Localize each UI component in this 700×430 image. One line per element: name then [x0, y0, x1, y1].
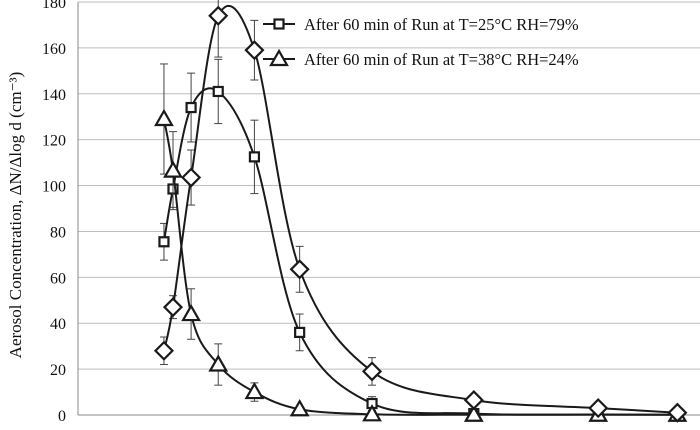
y-tick-label: 160 — [42, 41, 66, 58]
data-point — [208, 354, 229, 372]
data-point — [212, 85, 224, 98]
legend-label: After 60 min of Run at T=25°C RH=79% — [304, 15, 579, 34]
data-point — [362, 404, 382, 422]
data-point — [248, 151, 261, 163]
data-point — [181, 167, 202, 188]
y-tick-label: 40 — [50, 316, 66, 333]
series-line — [162, 87, 678, 416]
data-point — [153, 340, 175, 361]
data-point — [667, 402, 688, 423]
legend-marker — [269, 48, 289, 67]
data-point — [158, 236, 170, 248]
data-point — [289, 399, 310, 417]
series-line — [162, 118, 678, 416]
data-point — [162, 297, 184, 318]
legend-marker — [273, 18, 285, 30]
data-point — [181, 303, 201, 322]
data-point — [289, 259, 310, 280]
data-point — [185, 101, 197, 114]
y-tick-label: 0 — [58, 408, 66, 425]
data-point — [208, 5, 229, 26]
y-tick-label: 80 — [50, 224, 66, 241]
data-point — [294, 326, 306, 338]
data-point — [244, 381, 265, 400]
y-tick-label: 120 — [42, 133, 66, 150]
data-point — [588, 398, 609, 419]
y-tick-label: 180 — [42, 0, 66, 12]
y-axis-label: Aerosol Concentration, ΔN/Δlog d (cm⁻³) — [6, 72, 25, 359]
y-tick-label: 20 — [50, 362, 66, 379]
y-tick-label: 100 — [42, 179, 66, 196]
series-line — [162, 4, 678, 414]
legend-label: After 60 min of Run at T=38°C RH=24% — [304, 50, 579, 69]
y-tick-labels: 0 20 40 60 80 100 120 140 160 180 — [42, 0, 66, 425]
legend: After 60 min of Run at T=25°C RH=79% Afte… — [263, 15, 579, 69]
data-point — [163, 160, 183, 178]
y-tick-label: 140 — [42, 87, 66, 104]
y-tick-label: 60 — [50, 270, 66, 287]
data-point — [361, 361, 383, 382]
data-point — [154, 108, 174, 127]
series-diamond — [153, 0, 688, 423]
series-triangle — [154, 63, 688, 422]
data-point — [463, 404, 484, 422]
series-group — [153, 0, 688, 423]
data-point — [244, 40, 265, 61]
data-point — [463, 390, 484, 411]
series-square — [158, 58, 683, 421]
